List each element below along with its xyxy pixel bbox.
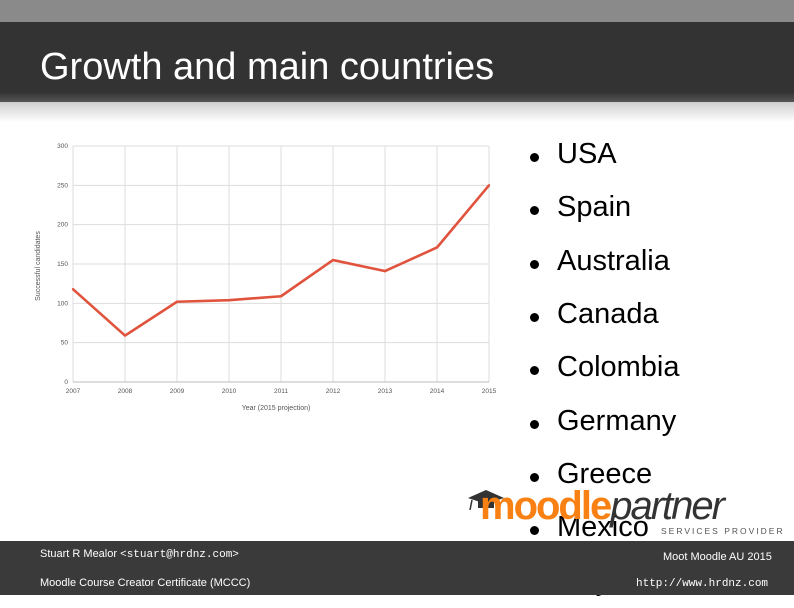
y-tick-label: 150 [57, 261, 68, 268]
bullet-icon [530, 206, 539, 216]
graduation-cap-icon [468, 490, 504, 510]
country-item: Australia [530, 235, 680, 288]
y-tick-label: 200 [57, 222, 68, 229]
x-axis-label: Year (2015 projection) [242, 405, 311, 412]
data-point [175, 300, 179, 303]
bullet-icon [530, 153, 539, 163]
country-label: Canada [557, 298, 659, 331]
country-list: USA Spain Australia Canada Colombia Germany Gr… [530, 128, 680, 608]
x-tick-label: 2013 [378, 388, 393, 395]
bullet-icon [530, 472, 539, 482]
footer-url[interactable]: http://www.hrdnz.com [636, 578, 769, 590]
y-tick-label: 100 [57, 300, 68, 307]
chart-grid [72, 145, 490, 383]
y-tick-label: 50 [61, 340, 69, 347]
y-tick-label: 250 [57, 182, 68, 189]
country-item: Mexico [530, 501, 680, 554]
bullet-icon [530, 526, 539, 536]
x-tick-label: 2007 [66, 388, 81, 395]
x-tick-label: 2012 [326, 388, 341, 395]
x-tick-label: 2015 [482, 388, 497, 395]
title-bar [0, 22, 794, 102]
footer-author-email: <stuart@hrdnz.com> [120, 549, 239, 561]
country-item: USA [530, 128, 680, 181]
series-layer [71, 184, 491, 337]
country-label: Colombia [557, 351, 680, 384]
slide-title: Growth and main countries [40, 46, 495, 88]
x-tick-label: 2011 [274, 388, 288, 395]
x-tick-labels: 2007 2008 2009 2010 2011 2012 2013 2014 2015 [66, 388, 497, 395]
logo-moodle-text: moodle [480, 484, 612, 528]
country-item: Greece [530, 448, 680, 501]
footer-author-name: Stuart R Mealor [40, 548, 118, 560]
country-item: Germany [530, 394, 680, 447]
country-item: Colombia [530, 341, 680, 394]
data-point [331, 258, 335, 262]
title-shadow [0, 102, 794, 122]
logo-wordmark: moodlepartner [480, 484, 725, 529]
logo-partner-text: partner [610, 484, 725, 528]
x-tick-label: 2008 [118, 388, 133, 395]
bullet-icon [530, 419, 539, 429]
bullet-icon [530, 259, 539, 269]
logo-tagline: SERVICES PROVIDER [661, 526, 785, 536]
y-tick-labels: 0 50 100 150 200 250 300 [57, 143, 68, 386]
data-point [227, 298, 231, 302]
country-label: Spain [557, 191, 632, 224]
data-point [123, 334, 127, 337]
bullet-icon [530, 366, 539, 376]
country-label: Greece [557, 457, 653, 490]
y-tick-label: 300 [57, 143, 68, 150]
x-tick-label: 2014 [430, 388, 445, 395]
country-item: Spain [530, 181, 680, 234]
data-point [71, 287, 75, 291]
data-point [383, 269, 387, 273]
footer-bar [0, 541, 794, 595]
data-point [487, 184, 491, 187]
footer-event: Moot Moodle AU 2015 [663, 551, 772, 563]
moodle-partner-logo: moodlepartner SERVICES PROVIDER [466, 484, 784, 536]
country-label: Australia [557, 244, 670, 277]
footer-certificate: Moodle Course Creator Certificate (MCCC) [40, 577, 251, 589]
top-strip [0, 0, 794, 22]
bullet-icon [530, 313, 539, 323]
country-label: Mexico [557, 511, 649, 544]
country-item: Canada [530, 288, 680, 341]
y-axis-label: Successful candidates [35, 231, 42, 301]
data-point [435, 246, 439, 249]
data-point [279, 295, 283, 298]
country-label: Germany [557, 404, 677, 437]
y-tick-label: 0 [64, 379, 68, 386]
x-tick-label: 2009 [170, 388, 185, 395]
country-label: USA [557, 138, 617, 171]
x-tick-label: 2010 [222, 388, 237, 395]
footer-author: Stuart R Mealor <stuart@hrdnz.com> [40, 548, 239, 561]
